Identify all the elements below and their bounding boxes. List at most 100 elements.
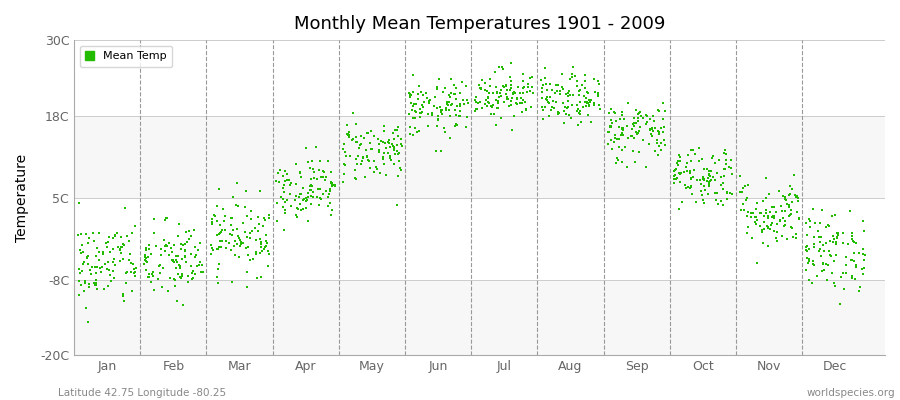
Point [307, 168, 321, 175]
Point [704, 168, 718, 175]
Point [562, 112, 576, 118]
Point [294, 191, 309, 197]
Point [558, 104, 572, 110]
Point [778, 208, 792, 215]
Point [124, 230, 139, 236]
Point [496, 66, 510, 72]
Point [386, 143, 400, 150]
Point [382, 155, 397, 161]
Point [323, 188, 338, 194]
Point [628, 107, 643, 113]
Point [749, 214, 763, 220]
Point [258, 244, 273, 250]
Point [518, 106, 533, 112]
Point [403, 130, 418, 137]
Point [746, 210, 760, 216]
Point [74, 250, 88, 256]
Point [516, 70, 530, 77]
Point [414, 110, 428, 116]
Point [311, 167, 326, 173]
Point [561, 90, 575, 96]
Point [106, 275, 121, 282]
Point [228, 252, 242, 259]
Point [241, 252, 256, 258]
Point [813, 246, 827, 252]
Point [164, 245, 178, 251]
Point [193, 240, 207, 246]
Point [254, 241, 268, 247]
Point [829, 241, 843, 247]
Point [511, 84, 526, 90]
Point [77, 288, 92, 294]
Point [820, 277, 834, 284]
Point [283, 177, 297, 183]
Point [688, 198, 703, 205]
Point [336, 179, 350, 186]
Point [175, 272, 189, 279]
Point [704, 177, 718, 184]
Point [819, 261, 833, 268]
Point [224, 214, 238, 221]
Point [513, 100, 527, 106]
Point [76, 261, 90, 267]
Point [546, 105, 561, 111]
Point [140, 274, 155, 280]
Point [425, 110, 439, 116]
Point [648, 125, 662, 132]
Point [434, 109, 448, 115]
Point [602, 110, 616, 116]
Point [789, 194, 804, 200]
Point [156, 284, 170, 290]
Point [360, 154, 374, 160]
Point [77, 280, 92, 286]
Point [562, 88, 577, 94]
Point [858, 252, 872, 258]
Point [823, 238, 837, 244]
Point [801, 260, 815, 266]
Point [305, 157, 320, 164]
Point [176, 271, 190, 277]
Point [822, 223, 836, 230]
Point [361, 130, 375, 136]
Point [587, 76, 601, 82]
Point [571, 78, 585, 84]
Point [296, 196, 310, 202]
Point [287, 197, 302, 204]
Point [392, 165, 407, 171]
Point [574, 82, 589, 88]
Point [656, 116, 670, 122]
Point [176, 241, 190, 248]
Point [488, 69, 502, 75]
Point [835, 230, 850, 236]
Point [490, 90, 504, 96]
Legend: Mean Temp: Mean Temp [80, 46, 172, 67]
Point [740, 230, 754, 236]
Point [692, 158, 706, 164]
Point [831, 232, 845, 238]
Point [90, 286, 104, 292]
Point [590, 77, 605, 84]
Point [803, 224, 817, 230]
Point [460, 113, 474, 120]
Point [538, 64, 553, 71]
Point [716, 186, 730, 192]
Point [459, 124, 473, 130]
Point [214, 244, 229, 250]
Point [844, 233, 859, 239]
Point [535, 94, 549, 101]
Point [830, 234, 844, 240]
Point [771, 188, 786, 194]
Point [846, 238, 860, 244]
Point [128, 273, 142, 280]
Point [787, 172, 801, 178]
Point [539, 97, 554, 103]
Point [227, 242, 241, 249]
Point [849, 264, 863, 271]
Point [403, 99, 418, 106]
Point [702, 171, 716, 178]
Point [701, 174, 716, 181]
Point [373, 170, 387, 176]
Point [613, 116, 627, 123]
Point [577, 93, 591, 100]
Point [815, 261, 830, 268]
